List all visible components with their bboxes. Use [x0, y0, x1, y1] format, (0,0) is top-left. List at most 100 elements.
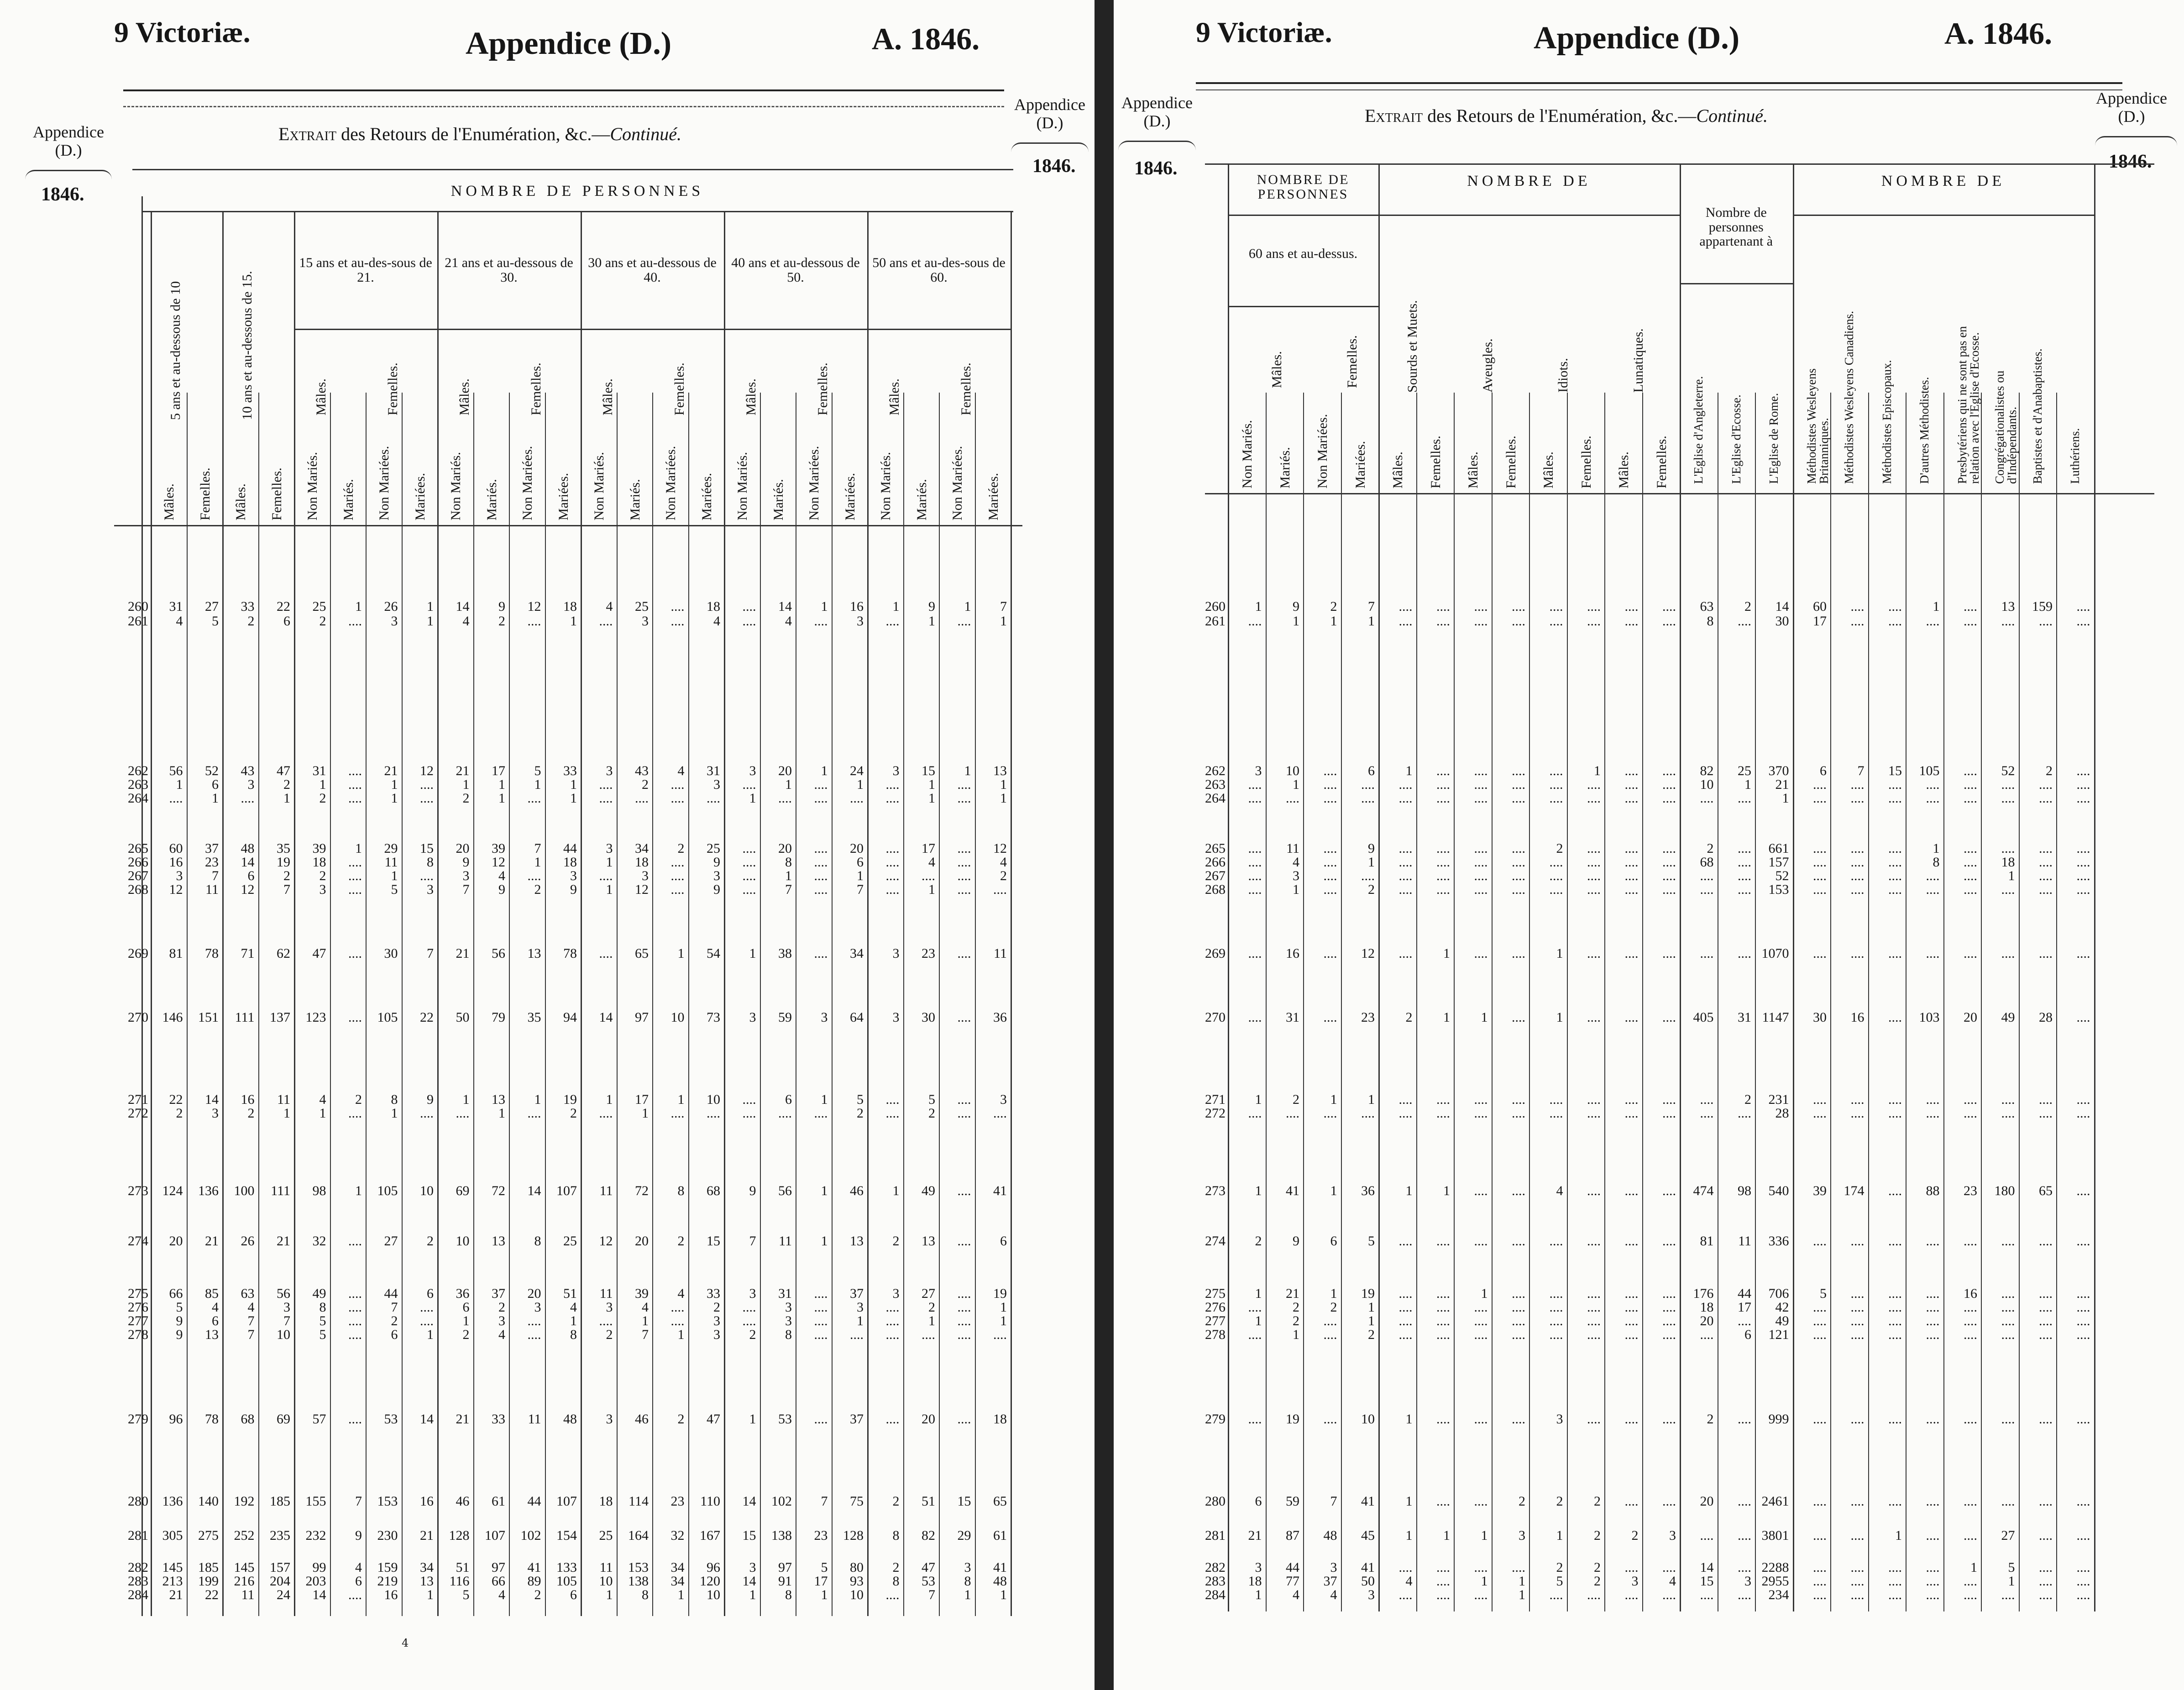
table-cell: 27: [2001, 1528, 2015, 1543]
table-cell: 2: [642, 777, 649, 792]
table-cell: 97: [778, 1560, 792, 1575]
table-cell: 1: [821, 1587, 828, 1602]
table-cell: ....: [1398, 777, 1413, 792]
row-number: 281: [128, 1528, 148, 1543]
sub-group-label: Idiots.: [1556, 358, 1571, 393]
table-cell: 105: [377, 1183, 398, 1198]
table-cell: 1: [391, 1106, 398, 1121]
table-cell: 159: [2032, 599, 2053, 614]
table-cell: 51: [563, 1286, 577, 1301]
table-cell: ....: [1248, 614, 1262, 629]
table-cell: 3: [1556, 1412, 1563, 1427]
table-cell: ....: [1662, 868, 1676, 883]
extract-title: Extrait des Retours de l'Enumération, &c…: [1365, 105, 1768, 126]
table-cell: 1: [1000, 1313, 1007, 1328]
table-cell: 1: [427, 614, 434, 629]
table-cell: 20: [456, 841, 470, 856]
table-cell: ....: [957, 791, 971, 806]
column-header: Mariées.: [699, 472, 714, 520]
column-header: Méthodistes Wesleyens Canadiens.: [1842, 310, 1856, 484]
table-cell: 49: [1775, 1313, 1789, 1328]
sex-label-males: Mâles.: [600, 378, 615, 415]
table-cell: 17: [492, 763, 505, 778]
table-cell: 213: [162, 1574, 183, 1589]
table-cell: 99: [312, 1560, 326, 1575]
table-cell: ....: [2076, 1574, 2090, 1589]
table-cell: ....: [1587, 777, 1601, 792]
table-cell: ....: [1248, 855, 1262, 870]
table-cell: 9: [498, 882, 505, 897]
table-cell: 11: [241, 1587, 255, 1602]
table-cell: 7: [821, 1494, 828, 1509]
table-cell: ....: [1474, 1183, 1488, 1198]
table-cell: 3: [964, 1560, 971, 1575]
table-cell: 25: [312, 599, 326, 614]
table-cell: ....: [670, 1106, 685, 1121]
row-number: 261: [1205, 614, 1226, 629]
table-cell: 59: [778, 1010, 792, 1025]
table-cell: 3: [427, 882, 434, 897]
table-cell: ....: [1398, 791, 1413, 806]
table-cell: 21: [456, 946, 470, 961]
row-number: 276: [1205, 1300, 1226, 1315]
row-number: 282: [128, 1560, 148, 1575]
table-cell: ....: [1813, 1587, 1827, 1602]
table-cell: 5: [1556, 1574, 1563, 1589]
table-cell: 9: [570, 882, 577, 897]
table-cell: ....: [1436, 868, 1450, 883]
column-divider: [473, 393, 474, 1616]
header-rule: [123, 89, 1004, 91]
group-divider: [724, 211, 725, 1616]
table-cell: 1: [606, 1587, 613, 1602]
table-cell: 60: [169, 841, 183, 856]
table-cell: ....: [1248, 946, 1262, 961]
table-cell: 140: [198, 1494, 219, 1509]
table-cell: ....: [241, 791, 255, 806]
table-cell: 6: [391, 1327, 398, 1342]
table-cell: 80: [850, 1560, 864, 1575]
table-cell: 14: [599, 1010, 613, 1025]
table-cell: 21: [205, 1233, 219, 1249]
table-cell: 5: [534, 763, 541, 778]
table-cell: ....: [2076, 1233, 2090, 1249]
title-main: des Retours de l'Enumération, &c.—: [336, 124, 610, 144]
table-cell: ....: [527, 614, 541, 629]
table-cell: 23: [205, 855, 219, 870]
margin-appendix-label: Appendice (D.): [23, 123, 114, 159]
table-cell: ....: [1624, 946, 1639, 961]
table-cell: 3: [785, 1313, 792, 1328]
column-header: Mariées.: [1352, 441, 1368, 488]
table-cell: 102: [520, 1528, 541, 1543]
table-cell: 3: [713, 868, 720, 883]
row-number: 277: [128, 1313, 148, 1328]
table-cell: 3: [606, 1412, 613, 1427]
table-cell: ....: [814, 841, 828, 856]
row-number: 271: [1205, 1092, 1226, 1107]
table-cell: 3: [713, 777, 720, 792]
table-cell: 16: [1286, 946, 1299, 961]
table-cell: 6: [462, 1300, 470, 1315]
table-cell: 72: [635, 1183, 649, 1198]
table-cell: ....: [1662, 1313, 1676, 1328]
margin-year: 1846.: [1134, 158, 1178, 179]
table-cell: ....: [1474, 1233, 1488, 1249]
table-cell: ....: [742, 777, 756, 792]
table-cell: ....: [1662, 1106, 1676, 1121]
table-cell: ....: [1738, 791, 1751, 806]
table-cell: 19: [277, 855, 290, 870]
table-cell: ....: [1587, 1106, 1601, 1121]
table-cell: ....: [1850, 791, 1865, 806]
table-cell: ....: [527, 868, 541, 883]
table-cell: ....: [1888, 1412, 1902, 1427]
table-cell: 7: [928, 1587, 935, 1602]
table-cell: ....: [1888, 946, 1902, 961]
table-cell: 232: [305, 1528, 326, 1543]
table-cell: 1: [1405, 1183, 1413, 1198]
table-cell: 1: [1519, 1574, 1525, 1589]
table-cell: 56: [169, 763, 183, 778]
table-cell: ....: [1512, 599, 1525, 614]
table-cell: 1: [427, 599, 434, 614]
margin-label-line1: Appendice: [33, 123, 104, 141]
table-cell: ....: [2076, 1300, 2090, 1315]
table-cell: 1: [749, 1412, 756, 1427]
